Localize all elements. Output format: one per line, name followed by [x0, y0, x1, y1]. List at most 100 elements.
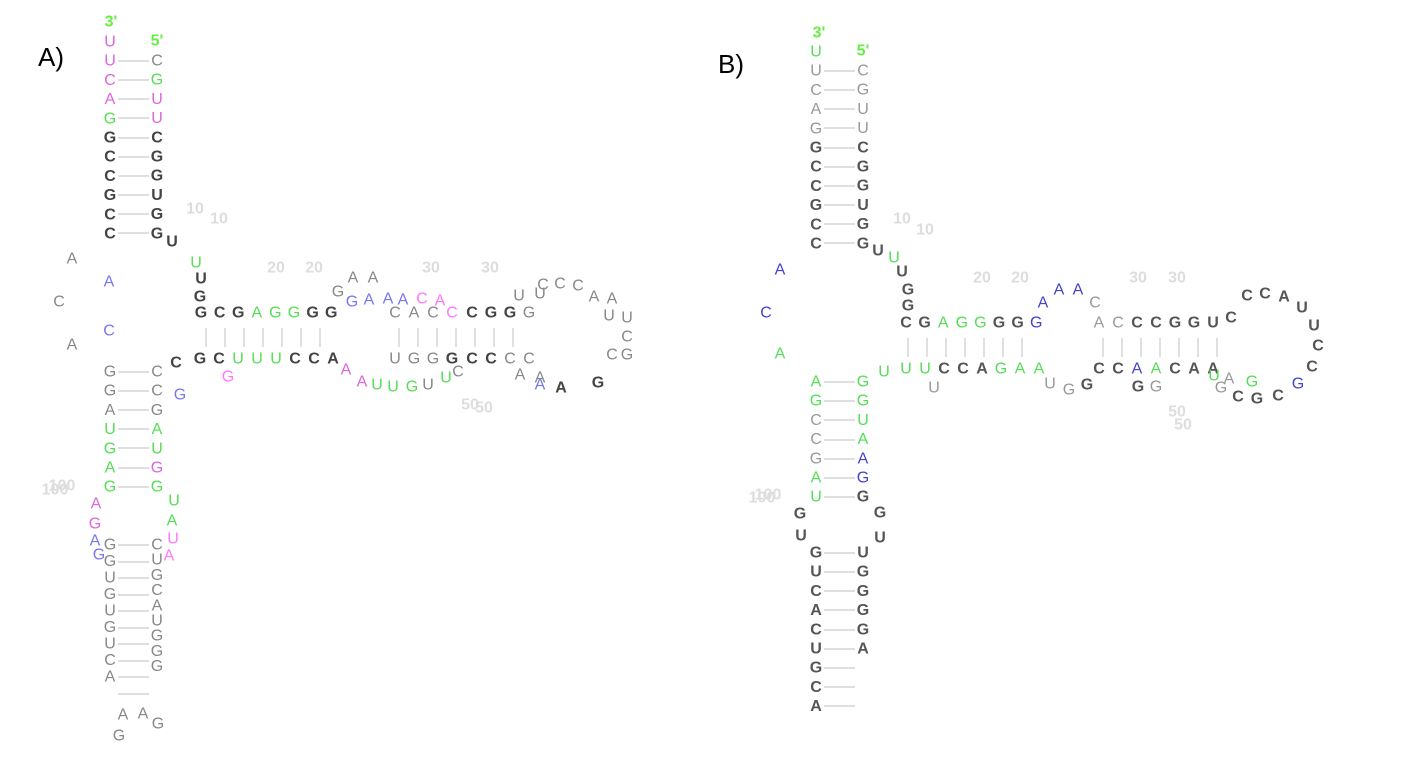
nucleotide-a: A	[105, 91, 116, 108]
nucleotide-a: A	[1207, 361, 1219, 378]
panel-a-structure: A) 3' 5' 10 10 20 20 30 30 50 50 100 100…	[38, 14, 633, 745]
nucleotide-u: U	[190, 255, 202, 272]
nucleotide-c: C	[810, 82, 822, 99]
nucleotide-a: A	[1224, 371, 1235, 388]
nucleotide-u: U	[810, 641, 822, 658]
nucleotide-g: G	[306, 305, 318, 322]
nucleotide-u: U	[387, 379, 399, 396]
nucleotide-g: G	[104, 364, 116, 381]
nucleotide-c: C	[466, 305, 478, 322]
nucleotide-u: U	[919, 361, 931, 378]
panel-a-label: A)	[38, 42, 64, 72]
nucleotide-c: C	[1169, 361, 1181, 378]
three-prime-end-label: 3'	[813, 25, 826, 42]
nucleotide-a: A	[811, 101, 822, 118]
three-prime-end-label: 3'	[105, 14, 118, 31]
nucleotide-c: C	[810, 159, 822, 176]
nucleotide-u: U	[888, 250, 900, 267]
nucleotide-c: C	[151, 364, 163, 381]
nucleotide-u: U	[104, 34, 116, 51]
nucleotide-c: C	[900, 315, 912, 332]
nucleotide-a: A	[1132, 361, 1143, 378]
nucleotide-a: A	[251, 305, 262, 322]
position-label-10: 10	[186, 201, 204, 218]
nucleotide-a: A	[1188, 361, 1200, 378]
nucleotide-c: C	[810, 412, 822, 429]
position-label-20: 20	[973, 270, 991, 287]
nucleotide-g: G	[857, 564, 869, 581]
nucleotide-a: A	[348, 270, 359, 287]
nucleotide-g: G	[956, 315, 968, 332]
nucleotide-a: A	[775, 346, 786, 363]
position-label-100: 100	[749, 490, 776, 507]
nucleotide-a: A	[368, 270, 379, 287]
nucleotide-c: C	[104, 72, 116, 89]
nucleotide-a: A	[810, 602, 822, 619]
nucleotide-u: U	[857, 101, 869, 118]
position-label-100-shadow: 100	[755, 487, 782, 504]
nucleotide-g: G	[151, 402, 163, 419]
nucleotide-c: C	[151, 53, 163, 70]
nucleotide-u: U	[857, 545, 869, 562]
nucleotide-c: C	[170, 355, 182, 372]
nucleotide-g: G	[857, 178, 869, 195]
nucleotide-c: C	[104, 226, 116, 243]
nucleotide-g: G	[113, 728, 125, 745]
nucleotide-u: U	[810, 489, 822, 506]
nucleotide-c: C	[1241, 288, 1253, 305]
nucleotide-g: G	[346, 294, 358, 311]
nucleotide-c: C	[1112, 361, 1124, 378]
nucleotide-u: U	[900, 361, 912, 378]
position-label-30-shadow: 30	[481, 260, 499, 277]
nucleotide-u: U	[151, 552, 163, 569]
nucleotide-c: C	[308, 351, 320, 368]
nucleotide-a: A	[327, 351, 339, 368]
nucleotide-c: C	[1225, 310, 1237, 327]
nucleotide-c: C	[151, 129, 163, 146]
nucleotide-u: U	[251, 351, 263, 368]
nucleotide-g: G	[104, 553, 116, 570]
nucleotide-c: C	[151, 537, 163, 554]
nucleotide-c: C	[810, 216, 822, 233]
nucleotide-c: C	[466, 351, 478, 368]
nucleotide-a: A	[152, 421, 163, 438]
nucleotide-g: G	[810, 197, 822, 214]
nucleotide-c: C	[427, 305, 439, 322]
nucleotide-u: U	[621, 310, 633, 327]
nucleotide-g: G	[232, 305, 244, 322]
nucleotide-g: G	[427, 351, 439, 368]
nucleotide-g: G	[151, 460, 163, 477]
nucleotide-a: A	[1015, 361, 1026, 378]
nucleotide-a: A	[167, 513, 178, 530]
nucleotide-u: U	[1207, 315, 1219, 332]
nucleotide-a: A	[857, 641, 869, 658]
nucleotide-c: C	[810, 431, 822, 448]
nucleotide-g: G	[104, 537, 116, 554]
position-label-10-shadow: 10	[210, 211, 228, 228]
position-label-30: 30	[422, 260, 440, 277]
nucleotide-g: G	[104, 586, 116, 603]
nucleotide-c: C	[389, 305, 401, 322]
nucleotide-a: A	[1034, 361, 1045, 378]
nucleotide-g: G	[874, 505, 886, 522]
nucleotide-g: G	[288, 305, 300, 322]
nucleotide-a: A	[105, 669, 116, 686]
nucleotide-a: A	[364, 292, 375, 309]
nucleotide-g: G	[857, 216, 869, 233]
nucleotide-a: A	[105, 460, 116, 477]
nucleotide-g: G	[104, 619, 116, 636]
nucleotide-u: U	[603, 308, 615, 325]
nucleotide-u: U	[151, 91, 163, 108]
nucleotide-a: A	[1073, 282, 1084, 299]
nucleotide-c: C	[104, 168, 116, 185]
nucleotide-a: A	[1151, 361, 1162, 378]
nucleotide-u: U	[857, 120, 869, 137]
position-label-50: 50	[1168, 404, 1186, 421]
nucleotide-g: G	[810, 393, 822, 410]
nucleotide-a: A	[1094, 315, 1105, 332]
nucleotide-c: C	[1112, 315, 1124, 332]
nucleotide-g: G	[810, 120, 822, 137]
nucleotide-a: A	[1038, 295, 1049, 312]
nucleotide-g: G	[446, 351, 458, 368]
